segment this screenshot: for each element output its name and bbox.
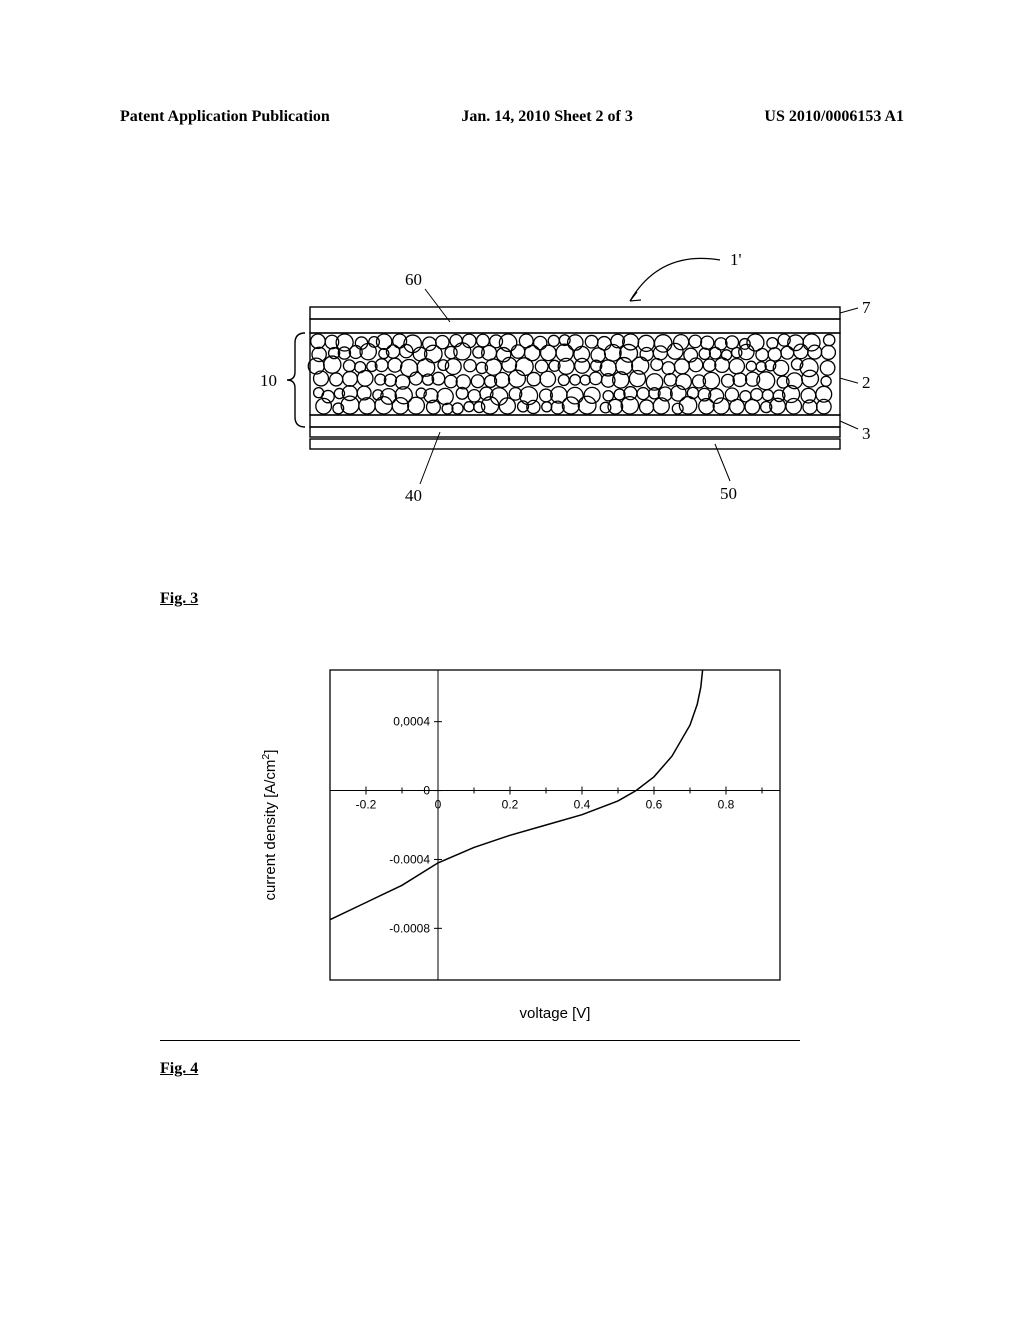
svg-text:current density [A/cm2]: current density [A/cm2] (260, 750, 279, 901)
svg-text:1': 1' (730, 250, 742, 269)
svg-text:50: 50 (720, 484, 737, 503)
svg-text:70: 70 (862, 298, 870, 317)
svg-text:-0.0008: -0.0008 (389, 921, 430, 935)
figure-3-caption: Fig. 3 (160, 590, 198, 608)
svg-text:30: 30 (862, 424, 870, 443)
figure-4-rule (160, 1040, 800, 1041)
header-center: Jan. 14, 2010 Sheet 2 of 3 (461, 108, 633, 126)
figure-3-diagram: 10 1' 60 70 20 30 40 50 (150, 245, 870, 535)
header-left: Patent Application Publication (120, 108, 330, 126)
header-right: US 2010/0006153 A1 (764, 108, 904, 126)
svg-text:0.6: 0.6 (646, 798, 663, 812)
svg-text:20: 20 (862, 373, 870, 392)
svg-text:-0.2: -0.2 (356, 798, 377, 812)
svg-text:voltage [V]: voltage [V] (520, 1005, 591, 1022)
svg-text:0.4: 0.4 (574, 798, 591, 812)
page-header: Patent Application Publication Jan. 14, … (120, 108, 904, 126)
svg-text:0.8: 0.8 (718, 798, 735, 812)
svg-text:60: 60 (405, 270, 422, 289)
svg-text:-0.0004: -0.0004 (389, 852, 430, 866)
figure-4-caption: Fig. 4 (160, 1060, 198, 1078)
svg-text:0,0004: 0,0004 (393, 715, 430, 729)
svg-text:0.2: 0.2 (502, 798, 519, 812)
figure-4-chart: -0.2 0 0.2 0.4 0.6 0.8 -0.0008 -0.0004 0 0,0004 vo… (250, 650, 800, 1030)
svg-text:0: 0 (423, 784, 430, 798)
svg-text:40: 40 (405, 486, 422, 505)
svg-text:10: 10 (260, 371, 277, 390)
svg-text:0: 0 (435, 798, 442, 812)
